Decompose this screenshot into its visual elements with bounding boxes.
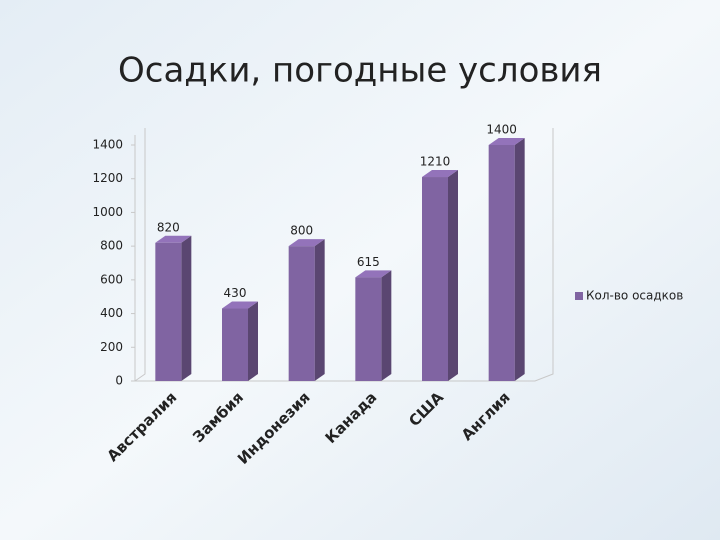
bar-side — [448, 170, 458, 381]
bar-side — [514, 138, 525, 381]
bar-side — [381, 270, 392, 381]
back-wall — [134, 128, 146, 382]
bar — [288, 246, 315, 381]
y-tick-label: 0 — [115, 374, 123, 388]
legend-label: Кол-во осадков — [586, 289, 683, 303]
bar — [488, 145, 515, 381]
bar — [355, 277, 382, 381]
legend-swatch — [575, 292, 583, 300]
bar-top — [488, 138, 525, 145]
bar — [222, 308, 248, 381]
data-label: 800 — [290, 224, 313, 238]
y-tick-label: 1200 — [92, 171, 123, 185]
bar — [422, 177, 448, 381]
y-tick-label: 1000 — [92, 205, 123, 219]
data-label: 1210 — [420, 155, 451, 169]
floor — [135, 128, 554, 382]
bar-top — [155, 235, 192, 243]
bar — [155, 242, 182, 381]
data-label: 430 — [224, 286, 247, 300]
bar-top — [288, 239, 325, 247]
chart-title: Осадки, погодные условия — [118, 51, 602, 91]
data-label: 1400 — [486, 123, 517, 137]
bar-side — [248, 301, 258, 381]
y-tick-label: 200 — [100, 340, 123, 354]
bar-top — [355, 270, 392, 278]
y-tick-label: 1400 — [92, 138, 123, 152]
bar-top — [222, 301, 258, 309]
data-label: 615 — [357, 255, 380, 269]
y-tick-label: 800 — [100, 239, 123, 253]
bar-side — [181, 235, 192, 381]
bar-top — [422, 170, 458, 178]
bar-side — [314, 239, 325, 381]
y-tick-label: 600 — [100, 272, 123, 286]
data-label: 820 — [157, 220, 180, 234]
y-tick-label: 400 — [100, 306, 123, 320]
